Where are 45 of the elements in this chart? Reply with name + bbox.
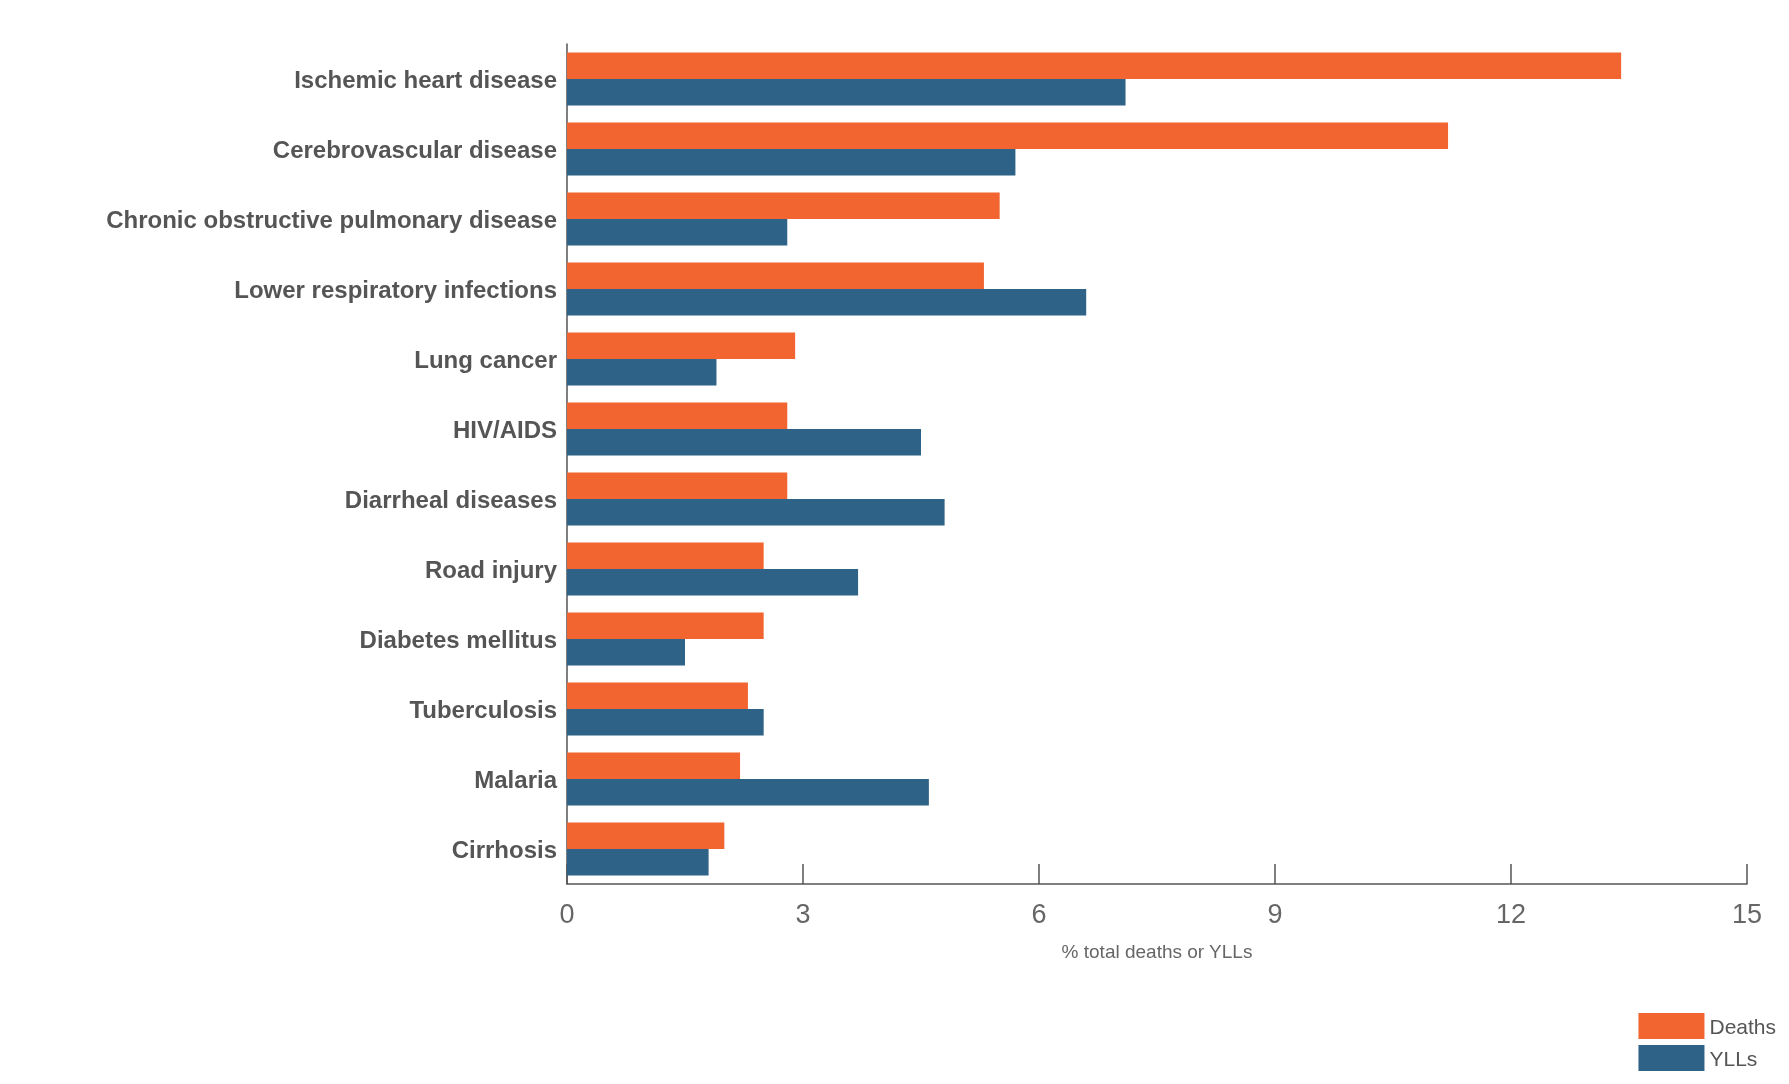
bar (567, 639, 685, 666)
y-tick-label: Lung cancer (414, 345, 557, 373)
bar (567, 779, 929, 806)
x-tick-label: 15 (1731, 898, 1763, 929)
y-tick-label: Tuberculosis (409, 695, 557, 723)
bar (567, 122, 1449, 149)
x-tick-label: 3 (795, 898, 811, 929)
bar (567, 472, 788, 499)
y-tick-label: Diabetes mellitus (359, 625, 557, 653)
y-tick-label: Cerebrovascular disease (272, 135, 557, 163)
bar (567, 289, 1087, 316)
y-tick-label: Ischemic heart disease (294, 65, 557, 93)
bar (567, 569, 859, 596)
bar (567, 262, 984, 289)
bar (567, 149, 1016, 176)
bar (567, 612, 764, 639)
bar (567, 542, 764, 569)
x-tick-label: 9 (1267, 898, 1283, 929)
y-tick-label: Lower respiratory infections (234, 275, 557, 303)
bar (567, 709, 764, 736)
bar (567, 429, 921, 456)
bar (567, 499, 945, 526)
bar (567, 682, 748, 709)
x-tick-label: 0 (559, 898, 575, 929)
legend-label: Deaths (1709, 1014, 1777, 1038)
x-axis-title: % total deaths or YLLs (1061, 941, 1253, 962)
bar (567, 219, 788, 246)
y-tick-label: Road injury (424, 555, 558, 583)
bar (567, 822, 725, 849)
bar (567, 192, 1000, 219)
bar (567, 402, 788, 429)
bar (567, 79, 1126, 106)
x-tick-label: 12 (1495, 898, 1527, 929)
bar (567, 849, 709, 876)
y-tick-label: Malaria (474, 765, 558, 793)
y-tick-label: Cirrhosis (451, 835, 557, 863)
bar (567, 752, 741, 779)
bar (567, 52, 1622, 79)
y-tick-label: HIV/AIDS (452, 415, 557, 443)
legend-label: YLLs (1709, 1046, 1758, 1070)
bar (567, 332, 796, 359)
x-tick-label: 6 (1031, 898, 1047, 929)
bar (567, 359, 717, 386)
y-tick-label: Chronic obstructive pulmonary disease (106, 205, 557, 233)
y-tick-label: Diarrheal diseases (344, 485, 557, 513)
